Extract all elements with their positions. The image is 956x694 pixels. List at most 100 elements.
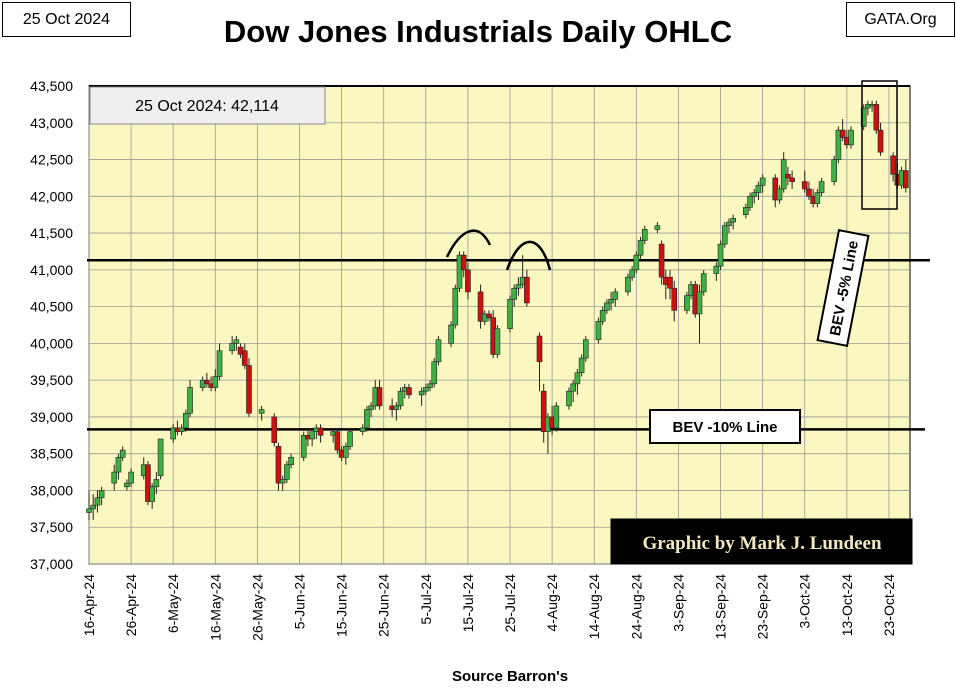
candle bbox=[111, 464, 118, 491]
candle bbox=[696, 284, 703, 344]
plot-area bbox=[88, 85, 911, 565]
date-label: 25 Oct 2024 bbox=[2, 2, 131, 37]
candle-body bbox=[90, 504, 97, 510]
candle bbox=[187, 380, 193, 417]
x-tick-label: 5-Jul-24 bbox=[418, 574, 434, 625]
candle bbox=[700, 269, 707, 296]
x-tick-label: 16-Apr-24 bbox=[81, 574, 97, 636]
candle bbox=[279, 475, 286, 491]
candle-body bbox=[570, 383, 576, 392]
candle-body bbox=[204, 379, 210, 385]
candle bbox=[456, 251, 463, 292]
candle-body bbox=[566, 390, 572, 407]
candle bbox=[726, 218, 732, 234]
candle-body bbox=[839, 129, 846, 138]
candle bbox=[515, 277, 522, 296]
candle bbox=[258, 405, 265, 421]
candle-body bbox=[583, 339, 589, 359]
candle bbox=[216, 343, 223, 381]
candle bbox=[477, 284, 484, 329]
candle-body bbox=[98, 490, 105, 499]
candle bbox=[229, 336, 235, 355]
candle-body bbox=[671, 287, 678, 311]
candle bbox=[347, 427, 353, 451]
candle-body bbox=[233, 339, 240, 344]
candle-body bbox=[604, 302, 610, 311]
candle-body bbox=[641, 229, 648, 241]
x-tick-label: 4-Aug-24 bbox=[544, 574, 560, 632]
candle bbox=[574, 369, 581, 395]
candle bbox=[418, 387, 425, 406]
candle bbox=[684, 291, 690, 314]
candle-body bbox=[801, 181, 808, 190]
candle-body bbox=[540, 390, 547, 432]
candle-body bbox=[212, 376, 219, 388]
candle bbox=[271, 413, 278, 447]
candle bbox=[877, 122, 884, 156]
candle-body bbox=[246, 365, 252, 414]
y-tick-label: 40,000 bbox=[30, 335, 73, 351]
candle-body bbox=[124, 482, 130, 488]
x-tick-label: 24-Aug-24 bbox=[628, 574, 644, 640]
candle-body bbox=[633, 254, 640, 271]
candle bbox=[435, 336, 442, 366]
candle bbox=[183, 409, 189, 432]
candle bbox=[742, 203, 749, 219]
candle bbox=[423, 383, 429, 395]
x-tick-label: 14-Aug-24 bbox=[586, 574, 602, 640]
candle bbox=[149, 483, 155, 509]
candle bbox=[806, 181, 812, 200]
candle-body bbox=[658, 243, 665, 278]
candle bbox=[393, 402, 400, 421]
candle-body bbox=[115, 457, 122, 473]
credit-text: Graphic by Mark J. Lundeen bbox=[642, 533, 882, 554]
candle-body bbox=[86, 508, 92, 513]
top-arc-1 bbox=[445, 229, 492, 258]
candle-body bbox=[456, 254, 463, 289]
candle-body bbox=[347, 431, 353, 447]
candle-body bbox=[742, 207, 749, 215]
y-tick-label: 38,000 bbox=[30, 482, 73, 498]
candle-body bbox=[368, 405, 374, 410]
x-tick-label: 26-May-24 bbox=[249, 574, 265, 641]
candle bbox=[604, 299, 610, 314]
candle bbox=[818, 177, 825, 197]
candle bbox=[275, 442, 282, 491]
candle-body bbox=[393, 405, 400, 410]
candle-body bbox=[721, 225, 728, 245]
bev-10-label-box bbox=[649, 409, 801, 444]
candle bbox=[448, 321, 454, 348]
y-tick-label: 40,500 bbox=[30, 299, 73, 315]
candle-body bbox=[612, 291, 619, 300]
candle bbox=[814, 188, 821, 208]
candle-body bbox=[183, 412, 189, 429]
candle bbox=[667, 269, 673, 300]
x-tick-label: 25-Jun-24 bbox=[376, 574, 392, 637]
x-tick-label: 13-Oct-24 bbox=[839, 574, 855, 636]
candle bbox=[309, 431, 315, 447]
candle bbox=[776, 185, 783, 204]
candle bbox=[300, 431, 307, 462]
candle-body bbox=[364, 409, 370, 429]
site-label: GATA.Org bbox=[846, 2, 955, 37]
candle bbox=[654, 222, 661, 234]
candle-body bbox=[755, 184, 762, 193]
candle bbox=[831, 155, 838, 186]
candle-body bbox=[536, 335, 543, 363]
candle bbox=[536, 332, 543, 392]
y-tick-label: 43,500 bbox=[30, 78, 73, 94]
candle-body bbox=[423, 387, 429, 392]
candle-body bbox=[187, 387, 193, 414]
candle-body bbox=[860, 107, 867, 127]
x-tick-label: 13-Sep-24 bbox=[713, 574, 729, 640]
candle-body bbox=[435, 339, 442, 363]
candle-body bbox=[835, 129, 842, 160]
candle-body bbox=[511, 287, 518, 300]
candle bbox=[860, 104, 867, 131]
candle bbox=[364, 405, 370, 432]
candle bbox=[839, 119, 846, 142]
bev-10-label: BEV -10% Line bbox=[672, 419, 777, 436]
candle bbox=[608, 291, 614, 311]
